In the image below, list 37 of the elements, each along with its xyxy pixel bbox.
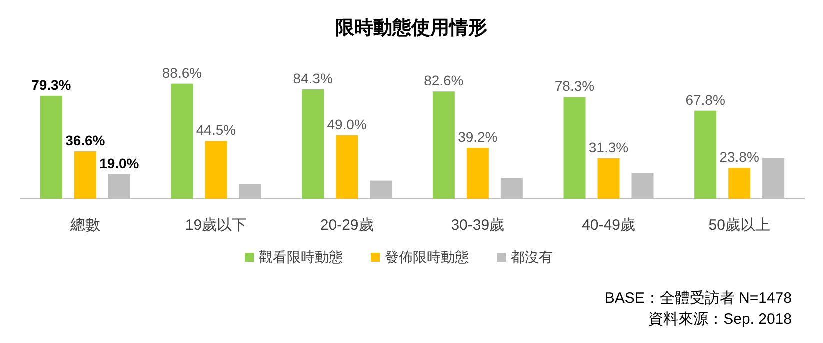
data-label: 44.5% — [196, 122, 236, 138]
x-tick-label: 總數 — [69, 217, 100, 234]
data-label: 39.2% — [458, 129, 498, 146]
bar — [432, 92, 455, 199]
bar — [564, 97, 586, 199]
bar — [40, 96, 62, 199]
bar — [302, 89, 324, 199]
x-tick-label: 19歲以下 — [185, 217, 248, 234]
data-label: 78.3% — [554, 78, 595, 94]
bar — [694, 110, 717, 199]
data-label: 67.8% — [686, 92, 726, 108]
data-label: 88.6% — [162, 64, 202, 81]
x-tick-label: 30-39歲 — [451, 217, 505, 234]
chart-title: 限時動態使用情形 — [336, 17, 488, 39]
bar — [74, 151, 96, 199]
bar — [598, 158, 620, 199]
bar — [171, 84, 194, 199]
data-label: 84.3% — [293, 70, 333, 86]
data-label: 19.0% — [100, 155, 140, 172]
data-label: 82.6% — [424, 72, 464, 89]
data-label: 79.3% — [32, 76, 72, 93]
bar — [728, 168, 751, 199]
data-label: 23.8% — [720, 149, 760, 166]
source-note: 資料來源：Sep. 2018 — [648, 311, 792, 328]
x-tick-label: 20-29歲 — [320, 217, 374, 234]
data-label: 49.0% — [327, 116, 367, 132]
text: BASE：全體受訪者 N=1478 — [604, 290, 792, 307]
x-tick-label: 50歲以上 — [708, 217, 770, 234]
data-label: 31.3% — [588, 139, 629, 156]
legend-label: 都沒有 — [511, 249, 553, 265]
bar — [336, 135, 358, 199]
legend-label: 觀看限時動態 — [259, 249, 343, 265]
x-tick-label: 40-49歲 — [582, 217, 636, 234]
legend-label: 發佈限時動態 — [385, 249, 469, 265]
bar — [466, 148, 489, 199]
data-label: 36.6% — [66, 132, 106, 148]
bar — [205, 141, 228, 199]
